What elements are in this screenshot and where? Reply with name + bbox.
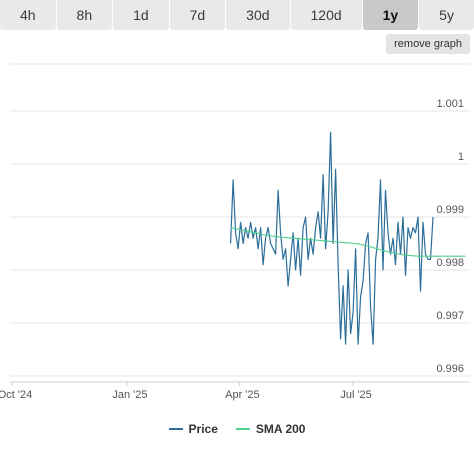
- x-tick-label: Apr '25: [225, 389, 260, 401]
- legend: Price SMA 200: [0, 420, 474, 438]
- y-tick-label: 1.001: [436, 98, 464, 110]
- tab-1d[interactable]: 1d: [113, 0, 169, 30]
- y-axis: 1.001 1 0.999 0.998 0.997 0.996: [436, 98, 464, 375]
- tab-7d[interactable]: 7d: [169, 0, 226, 30]
- timeframe-tabs: 4h 8h 1d 7d 30d 120d 1y 5y: [0, 0, 474, 30]
- price-series-line: [230, 131, 434, 345]
- legend-label: Price: [188, 422, 218, 436]
- tab-1y[interactable]: 1y: [362, 0, 419, 30]
- tab-4h[interactable]: 4h: [0, 0, 56, 30]
- remove-graph-button[interactable]: remove graph: [386, 34, 470, 54]
- x-tick-label: Jan '25: [112, 389, 147, 401]
- legend-item-sma-200[interactable]: SMA 200: [235, 420, 306, 438]
- tab-8h[interactable]: 8h: [56, 0, 113, 30]
- legend-swatch: [168, 428, 183, 430]
- tab-30d[interactable]: 30d: [226, 0, 290, 30]
- y-tick-label: 0.997: [436, 310, 464, 322]
- legend-item-price[interactable]: Price: [168, 420, 218, 438]
- y-tick-label: 1: [458, 151, 464, 163]
- x-tick-label: Oct '24: [0, 389, 32, 401]
- sma-200-series-line: [230, 227, 466, 257]
- gridlines: [10, 63, 470, 383]
- price-chart: 1.001 1 0.999 0.998 0.997 0.996 Oct '24 Jan '2…: [0, 63, 470, 401]
- tab-120d[interactable]: 120d: [290, 0, 362, 30]
- legend-swatch: [235, 428, 250, 430]
- x-axis: Oct '24 Jan '25 Apr '25 Jul '25: [0, 382, 372, 401]
- x-tick-label: Jul '25: [340, 389, 371, 401]
- tab-5y[interactable]: 5y: [419, 0, 474, 30]
- y-tick-label: 0.999: [436, 204, 464, 216]
- y-tick-label: 0.998: [436, 257, 464, 269]
- series-layer: [230, 131, 466, 345]
- legend-label: SMA 200: [255, 422, 306, 436]
- y-tick-label: 0.996: [436, 363, 464, 375]
